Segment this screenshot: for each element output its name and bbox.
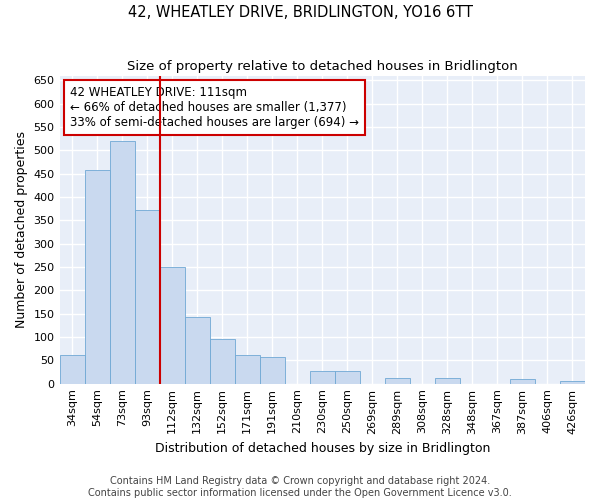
Bar [335, 370, 360, 384]
Bar [435, 378, 460, 384]
Bar [85, 170, 110, 384]
Bar [110, 141, 134, 384]
Title: Size of property relative to detached houses in Bridlington: Size of property relative to detached ho… [127, 60, 518, 73]
Bar [209, 340, 235, 384]
Bar [260, 356, 285, 384]
Bar [160, 267, 185, 384]
Bar [560, 382, 585, 384]
Bar [59, 354, 85, 384]
X-axis label: Distribution of detached houses by size in Bridlington: Distribution of detached houses by size … [155, 442, 490, 455]
Bar [235, 354, 260, 384]
Text: 42, WHEATLEY DRIVE, BRIDLINGTON, YO16 6TT: 42, WHEATLEY DRIVE, BRIDLINGTON, YO16 6T… [128, 5, 473, 20]
Bar [310, 371, 335, 384]
Bar [385, 378, 410, 384]
Text: Contains HM Land Registry data © Crown copyright and database right 2024.
Contai: Contains HM Land Registry data © Crown c… [88, 476, 512, 498]
Bar [134, 210, 160, 384]
Text: 42 WHEATLEY DRIVE: 111sqm
← 66% of detached houses are smaller (1,377)
33% of se: 42 WHEATLEY DRIVE: 111sqm ← 66% of detac… [70, 86, 359, 130]
Bar [510, 379, 535, 384]
Y-axis label: Number of detached properties: Number of detached properties [15, 131, 28, 328]
Bar [185, 318, 209, 384]
